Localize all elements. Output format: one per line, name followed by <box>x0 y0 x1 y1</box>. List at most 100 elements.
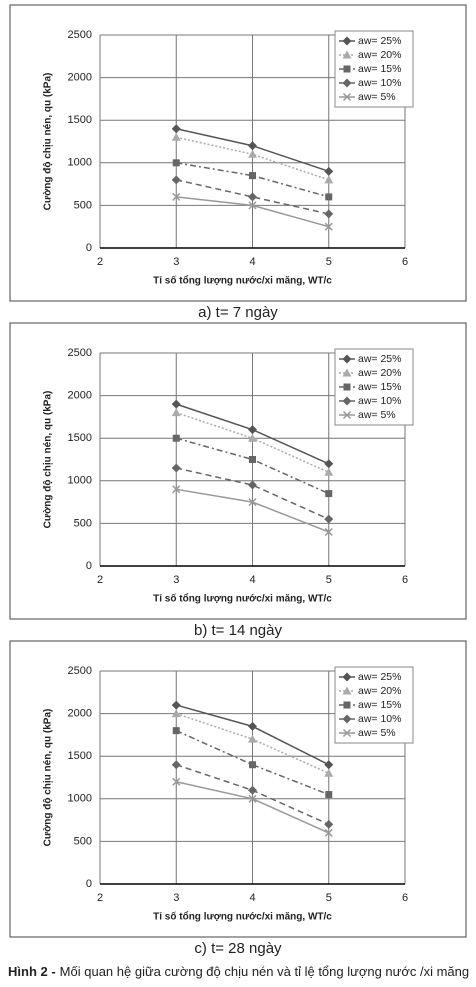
y-tick-label: 500 <box>74 517 92 529</box>
y-tick-label: 500 <box>74 835 92 847</box>
marker <box>324 222 333 231</box>
x-tick-label: 6 <box>402 892 408 904</box>
marker <box>172 434 180 442</box>
legend-label: aw= 20% <box>358 49 402 61</box>
y-axis-label: Cường độ chịu nén, qu (kPa) <box>43 73 54 211</box>
legend-label: aw= 20% <box>358 685 402 697</box>
marker <box>248 141 257 151</box>
legend-label: aw= 20% <box>358 367 402 379</box>
x-tick-label: 4 <box>249 574 255 586</box>
figure-label: Hình 2 - <box>8 964 56 979</box>
y-tick-label: 2000 <box>68 390 92 402</box>
marker <box>249 456 256 463</box>
x-axis-label: Tỉ số tổng lượng nước/xi măng, WT/c <box>153 593 332 605</box>
legend-label: aw= 25% <box>358 35 402 47</box>
x-tick-label: 5 <box>326 256 332 268</box>
legend-label: aw= 5% <box>358 409 396 421</box>
x-tick-label: 3 <box>173 256 179 268</box>
marker <box>172 777 181 786</box>
x-tick-label: 5 <box>326 574 332 586</box>
x-axis-label: Tỉ số tổng lượng nước/xi măng, WT/c <box>153 275 332 287</box>
y-tick-label: 1000 <box>68 475 92 487</box>
y-tick-label: 2000 <box>68 72 92 84</box>
legend-label: aw= 10% <box>358 395 402 407</box>
marker <box>342 396 352 406</box>
marker <box>172 727 180 735</box>
marker <box>248 785 257 795</box>
y-tick-label: 2500 <box>68 29 92 41</box>
y-axis-label: Cường độ chịu nén, qu (kPa) <box>43 709 54 847</box>
chart-caption: a) t= 7 ngày <box>198 304 278 321</box>
panel-frame <box>9 640 467 938</box>
marker <box>342 410 352 420</box>
marker <box>342 686 352 695</box>
y-tick-label: 2500 <box>68 665 92 677</box>
y-tick-label: 0 <box>86 242 92 254</box>
marker <box>342 714 352 724</box>
marker <box>171 709 181 718</box>
marker <box>324 760 334 770</box>
marker <box>248 425 257 435</box>
marker <box>249 761 256 769</box>
marker <box>342 728 352 738</box>
marker <box>248 498 257 507</box>
y-tick-label: 1000 <box>68 793 92 805</box>
marker <box>324 459 334 469</box>
panel-frame <box>9 4 467 302</box>
marker <box>248 149 257 158</box>
legend-label: aw= 10% <box>358 713 402 725</box>
marker <box>325 791 333 799</box>
y-tick-label: 1000 <box>68 157 92 169</box>
chart-caption: c) t= 28 ngày <box>194 940 282 957</box>
legend-label: aw= 15% <box>358 63 402 75</box>
legend-label: aw= 25% <box>358 353 402 365</box>
marker <box>248 433 257 442</box>
marker <box>248 480 257 490</box>
x-tick-label: 2 <box>97 574 103 586</box>
marker <box>343 65 351 73</box>
marker <box>248 734 257 743</box>
marker <box>248 201 257 210</box>
marker <box>342 50 352 59</box>
y-tick-label: 0 <box>86 878 92 890</box>
y-tick-label: 1500 <box>68 432 92 444</box>
marker <box>324 768 334 777</box>
y-tick-label: 2500 <box>68 347 92 359</box>
marker <box>171 700 181 710</box>
marker <box>343 383 351 391</box>
y-axis-label: Cường độ chịu nén, qu (kPa) <box>43 391 54 529</box>
marker <box>342 36 352 46</box>
x-tick-label: 6 <box>402 574 408 586</box>
x-tick-label: 3 <box>173 892 179 904</box>
series-line <box>176 467 330 520</box>
x-tick-label: 4 <box>249 892 255 904</box>
figure-caption: Hình 2 - Mối quan hệ giữa cường độ chịu n… <box>8 964 469 979</box>
y-tick-label: 500 <box>74 199 92 211</box>
panel-frame <box>9 322 467 620</box>
marker <box>171 463 181 473</box>
marker <box>342 92 352 102</box>
marker <box>248 721 257 731</box>
marker <box>324 514 334 524</box>
marker <box>342 354 352 364</box>
y-tick-label: 1500 <box>68 750 92 762</box>
marker <box>172 192 181 201</box>
x-tick-label: 5 <box>326 892 332 904</box>
marker <box>248 192 257 202</box>
marker <box>324 819 334 829</box>
x-tick-label: 2 <box>97 892 103 904</box>
marker <box>324 175 334 184</box>
x-tick-label: 2 <box>97 256 103 268</box>
series-line <box>176 162 329 198</box>
chart-caption: b) t= 14 ngày <box>194 622 282 639</box>
marker <box>171 408 181 417</box>
figure-caption-text: Mối quan hệ giữa cường độ chịu nén và tỉ… <box>60 964 469 979</box>
x-tick-label: 3 <box>173 574 179 586</box>
legend-label: aw= 15% <box>358 381 402 393</box>
marker <box>342 672 352 682</box>
legend-label: aw= 10% <box>358 77 402 89</box>
x-tick-label: 4 <box>249 256 255 268</box>
marker <box>171 132 181 141</box>
